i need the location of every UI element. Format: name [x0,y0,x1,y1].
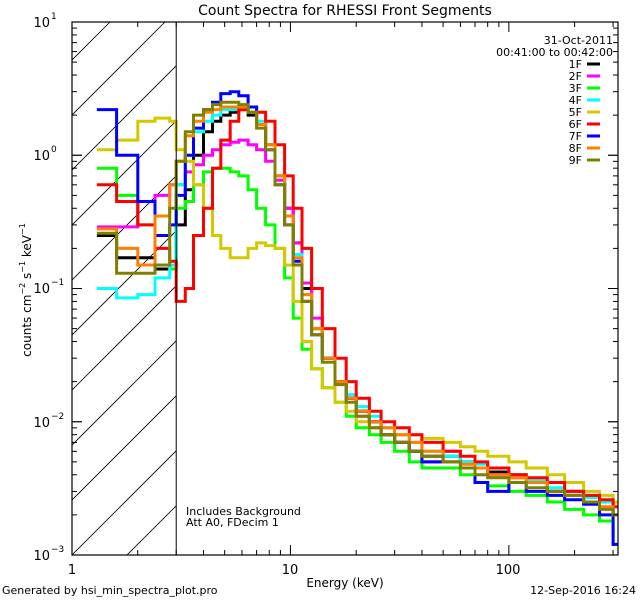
y-tick-label: 10 1 [33,12,56,31]
y-tick-base: 10 [33,282,50,297]
legend-item: 1F [569,58,600,71]
legend-item: 2F [569,70,600,83]
x-tick-label: 100 [496,563,521,578]
legend-label: 1F [569,58,582,71]
y-label-exp: −2 [18,283,27,295]
legend-label: 4F [569,94,582,107]
hatch-line [72,22,111,61]
legend-item: 7F [569,130,600,143]
y-axis-label: counts cm−2 s−1 keV−1 [18,223,34,357]
y-axis-ticks [72,21,618,556]
legend-label: 2F [569,70,582,83]
legend-item: 5F [569,106,600,119]
hatch-line [72,395,177,501]
y-label-s: s [20,273,34,283]
hatch-line [72,285,177,391]
footer-generated-by: Generated by hsi_min_spectra_plot.pro [2,584,218,597]
annotation-time-range: 00:41:00 to 00:42:00 [496,46,613,59]
y-tick-label: 10 0 [33,145,57,164]
x-tick-label: 10 [282,563,299,578]
y-tick-base: 10 [33,16,50,31]
y-tick-exp: −1 [51,278,64,288]
legend-label: 7F [569,130,582,143]
chart-title: Count Spectra for RHESSI Front Segments [198,3,492,19]
legend-item: 8F [569,142,600,155]
annotation-date: 31-Oct-2011 [544,34,613,47]
excluded-region-hatch [72,22,640,555]
x-axis-ticks [71,22,614,555]
annotation-attenuator: Att A0, FDecim 1 [186,516,279,529]
legend-label: 3F [569,82,582,95]
hatch-line [622,22,640,555]
legend-item: 6F [569,118,600,131]
y-tick-exp: −3 [51,545,64,555]
svg-text:counts cm−2 s−1 keV−1: counts cm−2 s−1 keV−1 [18,223,34,357]
x-tick-label: 1 [68,563,76,578]
annotation-background: Includes Background [186,505,301,518]
legend-label: 5F [569,106,582,119]
y-tick-exp: −2 [51,412,64,422]
legend-item: 4F [569,94,600,107]
y-label-counts: counts cm [20,295,34,357]
legend-item: 3F [569,82,600,95]
series-layer [96,90,618,546]
legend-label: 6F [569,118,582,131]
y-tick-label: 10 −1 [33,278,64,297]
y-label-exp: −1 [18,223,27,235]
legend-item: 9F [569,154,600,167]
y-tick-label: 10 −2 [33,412,64,431]
y-label-kev: keV [20,234,34,261]
x-axis-label: Energy (keV) [306,576,383,590]
hatch-line [72,230,177,336]
hatch-line [72,65,177,171]
legend-label: 8F [569,142,582,155]
series-5f [96,116,618,504]
y-tick-base: 10 [33,149,50,164]
hatch-line [72,22,166,116]
footer-timestamp: 12-Sep-2016 16:24 [530,584,636,597]
legend-label: 9F [569,154,582,167]
hatch-line [72,450,177,555]
y-tick-base: 10 [33,416,50,431]
series-9f [96,100,618,517]
series-6f [96,105,618,509]
y-tick-base: 10 [33,549,50,564]
y-label-exp: −1 [18,261,27,273]
y-tick-label: 10 −3 [33,545,64,564]
y-tick-exp: 0 [51,145,57,155]
y-tick-exp: 1 [51,12,57,22]
